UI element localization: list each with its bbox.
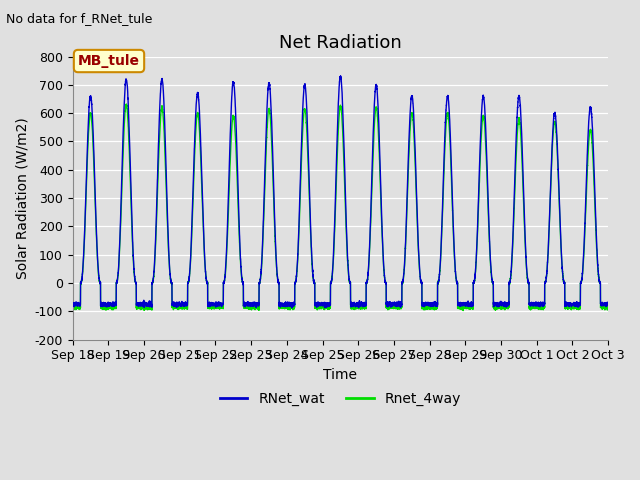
Rnet_4way	[490, 306, 498, 312]
RNet_wat	[178, 303, 186, 309]
RNet_wat	[603, 301, 611, 307]
Legend: RNet_wat, Rnet_4way: RNet_wat, Rnet_4way	[214, 387, 467, 412]
Line: Rnet_4way: Rnet_4way	[73, 104, 608, 311]
Rnet_4way	[122, 101, 130, 107]
Text: MB_tule: MB_tule	[78, 54, 140, 68]
Text: No data for f_RNet_tule: No data for f_RNet_tule	[6, 12, 153, 25]
Rnet_4way	[414, 243, 422, 249]
Rnet_4way	[460, 308, 467, 313]
RNet_wat	[69, 300, 77, 306]
Rnet_4way	[603, 304, 611, 310]
RNet_wat	[269, 165, 277, 171]
Rnet_4way	[269, 182, 277, 188]
X-axis label: Time: Time	[323, 368, 357, 382]
RNet_wat	[288, 305, 296, 311]
Rnet_4way	[69, 304, 77, 310]
Rnet_4way	[184, 306, 191, 312]
RNet_wat	[337, 73, 344, 79]
Rnet_4way	[178, 305, 186, 311]
Rnet_4way	[604, 304, 612, 310]
RNet_wat	[415, 242, 422, 248]
Line: RNet_wat: RNet_wat	[73, 76, 608, 308]
RNet_wat	[184, 300, 191, 306]
RNet_wat	[604, 301, 612, 307]
Title: Net Radiation: Net Radiation	[279, 34, 402, 52]
RNet_wat	[490, 302, 498, 308]
Y-axis label: Solar Radiation (W/m2): Solar Radiation (W/m2)	[15, 117, 29, 279]
